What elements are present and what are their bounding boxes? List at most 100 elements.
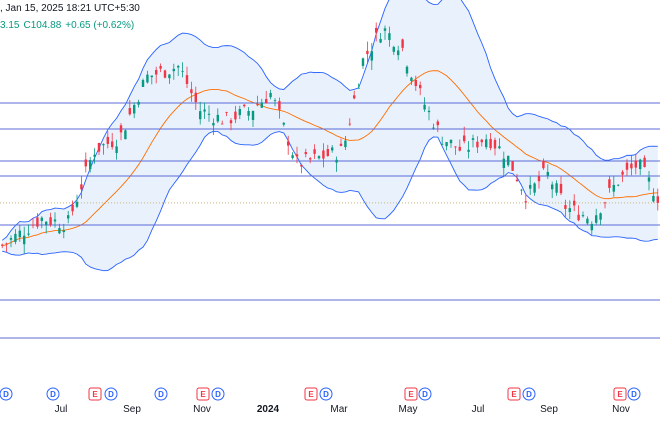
candle (102, 143, 105, 155)
candle (154, 66, 158, 84)
candle (366, 41, 369, 63)
candle (440, 136, 444, 146)
candle (392, 45, 396, 55)
candle (462, 126, 466, 144)
x-tick-label: Jul (472, 404, 485, 415)
lower-band (2, 130, 658, 272)
candle (352, 90, 356, 100)
earnings-marker[interactable]: E (613, 387, 627, 401)
svg-text:E: E (617, 390, 623, 399)
candle (542, 158, 545, 170)
candle (405, 65, 409, 77)
dividend-marker[interactable]: D (627, 387, 641, 401)
earnings-marker[interactable]: E (88, 387, 102, 401)
dividend-marker[interactable]: D (0, 387, 13, 401)
candle (124, 129, 127, 140)
candle (247, 107, 250, 121)
earnings-marker[interactable]: E (404, 387, 418, 401)
candle (71, 200, 74, 216)
candle (436, 119, 440, 133)
candle (207, 105, 211, 122)
candle (555, 180, 558, 196)
candle (317, 155, 321, 160)
dividend-marker[interactable]: D (418, 387, 432, 401)
candle (31, 218, 35, 229)
candle (225, 111, 228, 117)
candle (493, 137, 497, 156)
earnings-marker[interactable]: E (304, 387, 318, 401)
candle (93, 148, 96, 164)
dividend-marker[interactable]: D (46, 387, 60, 401)
candle (489, 133, 492, 151)
candle (146, 70, 149, 84)
candle (357, 83, 360, 89)
svg-text:D: D (631, 390, 637, 399)
candle (0, 243, 4, 249)
x-tick-label: Sep (123, 404, 141, 415)
candle (533, 182, 536, 196)
candle (84, 152, 88, 173)
dividend-marker[interactable]: D (319, 387, 333, 401)
candle (374, 22, 378, 42)
candle (80, 176, 83, 199)
candle (612, 176, 616, 197)
candle (291, 152, 294, 160)
candle (634, 153, 638, 175)
candle (62, 223, 66, 239)
candle (242, 104, 246, 108)
candle (66, 211, 70, 224)
x-tick-label: Sep (540, 404, 558, 415)
candle (22, 226, 26, 254)
candle (630, 154, 633, 176)
candle (638, 158, 642, 176)
candle (484, 134, 488, 150)
candle (432, 123, 435, 130)
candle (454, 146, 457, 155)
candle (418, 81, 422, 96)
candle (14, 229, 17, 245)
candle (445, 142, 448, 151)
dividend-marker[interactable]: D (104, 387, 118, 401)
svg-text:E: E (308, 390, 314, 399)
candle (603, 201, 607, 209)
candle (498, 138, 501, 150)
dividend-marker[interactable]: D (522, 387, 536, 401)
candle (572, 194, 576, 212)
candle (256, 95, 259, 107)
candle (423, 97, 426, 112)
svg-text:D: D (158, 390, 164, 399)
candle (524, 194, 528, 210)
timestamp-label: , Jan 15, 2025 18:21 UTC+5:30 (0, 3, 140, 14)
svg-text:D: D (215, 390, 221, 399)
candle (506, 155, 510, 167)
candle (511, 161, 514, 172)
dividend-marker[interactable]: D (154, 387, 168, 401)
svg-text:D: D (422, 390, 428, 399)
svg-text:D: D (323, 390, 329, 399)
candle (273, 98, 277, 107)
earnings-marker[interactable]: E (507, 387, 521, 401)
x-tick-label: May (399, 404, 418, 415)
band-fill (2, 0, 658, 271)
candle (278, 97, 281, 119)
candle (163, 69, 167, 79)
earnings-marker[interactable]: E (196, 387, 210, 401)
candle (150, 75, 154, 85)
candle (370, 43, 374, 71)
candle (383, 25, 387, 40)
dividend-marker[interactable]: D (211, 387, 225, 401)
candle (5, 242, 8, 252)
candle (220, 120, 224, 125)
candle (194, 86, 198, 110)
candle (27, 224, 30, 237)
candle (476, 136, 479, 153)
candle (652, 188, 655, 203)
candle (559, 176, 563, 196)
candle (621, 169, 624, 183)
candle (128, 99, 132, 116)
candle (480, 138, 484, 147)
candle (586, 216, 589, 226)
candle (53, 212, 57, 228)
